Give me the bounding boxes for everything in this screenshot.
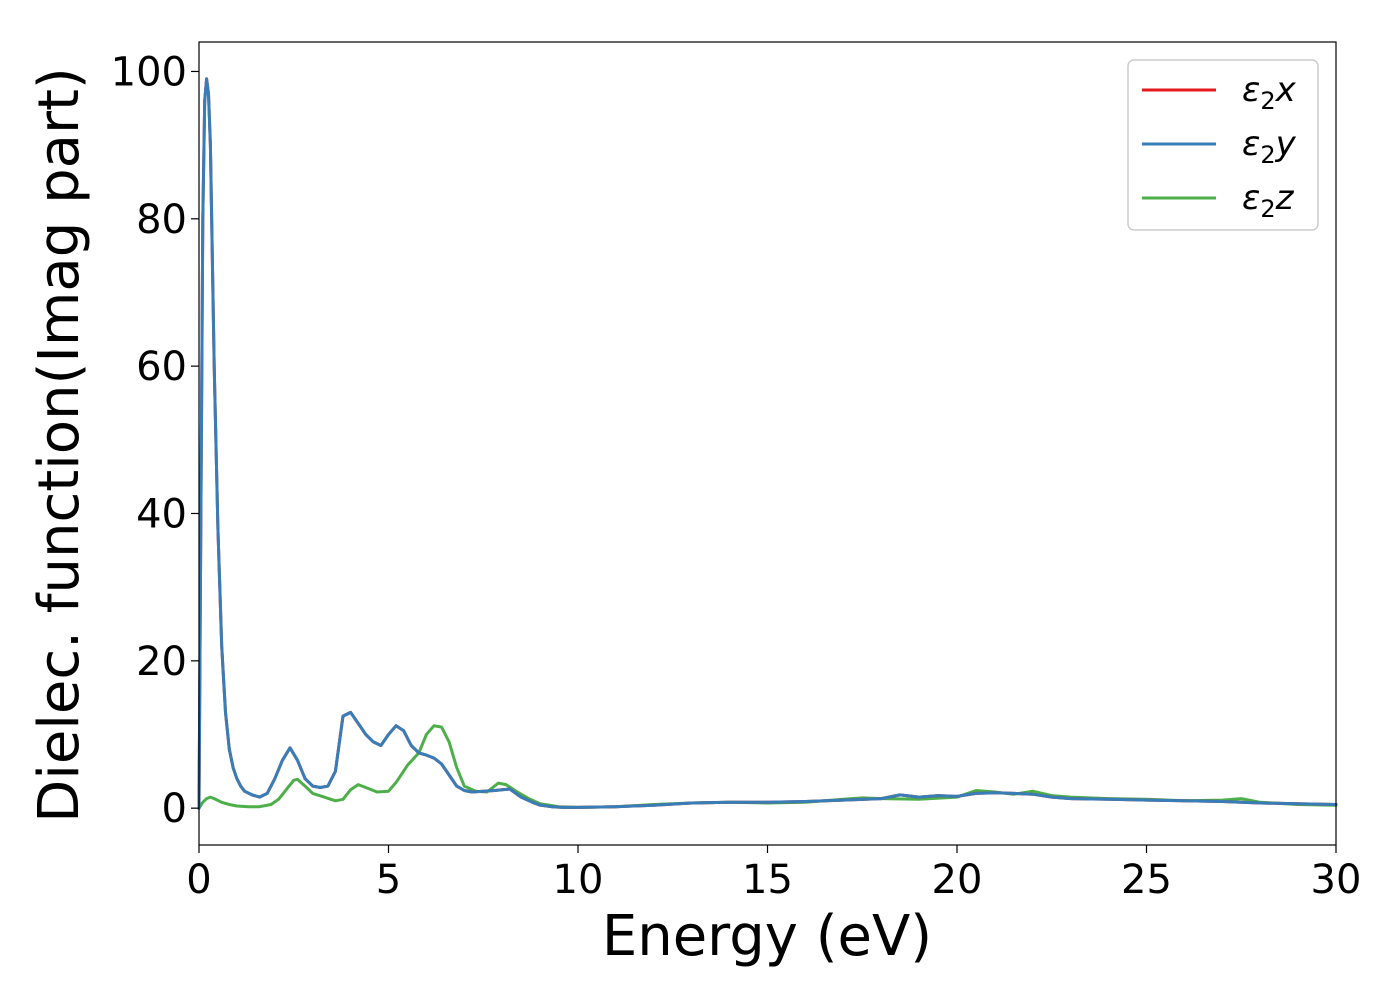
y-axis-title: Dielec. function(Imag part) [27,67,92,823]
x-axis: 0 5 10 15 20 25 30 [186,845,1361,903]
x-tick-label: 20 [932,857,983,903]
y-tick-label: 40 [136,491,187,537]
series-line-y [197,77,1338,810]
y-tick-label: 80 [136,197,187,243]
x-tick-label: 10 [553,857,604,903]
legend-box [1127,59,1319,231]
y-axis: 0 20 40 60 80 100 [111,49,199,832]
legend-label-z: ε2z [1242,178,1295,223]
x-axis-title: Energy (eV) [602,904,932,969]
y-tick-label: 20 [136,639,187,685]
x-tick-label: 25 [1121,857,1172,903]
series-layer [197,77,1338,810]
y-tick-label: 0 [162,786,187,832]
legend: ε2x ε2y ε2z [1127,59,1319,231]
x-tick-label: 30 [1311,857,1362,903]
legend-label-x: ε2x [1242,70,1297,115]
legend-label-y: ε2y [1242,124,1297,169]
y-tick-label: 60 [136,344,187,390]
y-tick-label: 100 [111,49,187,95]
x-tick-label: 15 [742,857,793,903]
x-tick-label: 5 [376,857,401,903]
x-tick-label: 0 [186,857,211,903]
